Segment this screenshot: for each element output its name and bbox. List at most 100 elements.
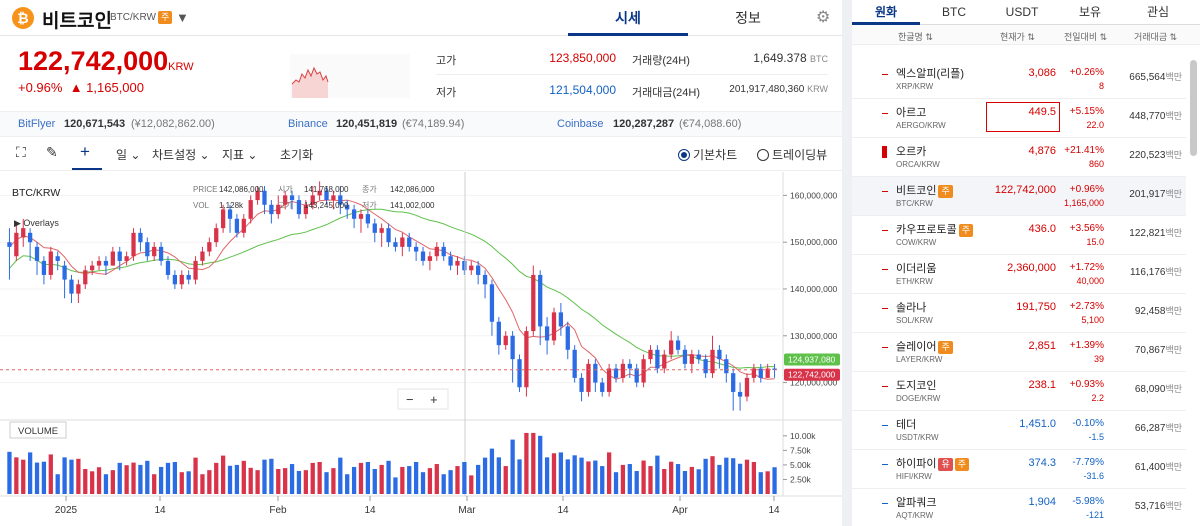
volume-label: VOLUME — [18, 426, 58, 437]
candle-body — [131, 232, 136, 257]
volume-bar — [572, 455, 577, 494]
current-price: 1,451.0 — [1019, 418, 1056, 430]
trend-mark-icon — [882, 308, 888, 309]
gear-icon[interactable]: ⚙ — [816, 9, 831, 26]
candle-body — [393, 242, 398, 247]
coin-name: 슬레이어 주 — [896, 338, 953, 354]
tab-krw[interactable]: 원화 — [852, 0, 920, 25]
volume-bar — [138, 464, 143, 494]
volume-bar — [420, 472, 426, 494]
zoom-out-button[interactable]: − — [406, 392, 414, 407]
trend-mark-icon — [882, 464, 888, 465]
volume-bar — [689, 466, 694, 494]
market-badge: 유 — [938, 458, 953, 471]
volume-bar — [358, 462, 364, 494]
reset-button[interactable]: 초기화 — [280, 148, 314, 162]
scrollbar[interactable] — [1190, 60, 1197, 156]
volume-bar — [179, 472, 184, 494]
market-row[interactable]: 슬레이어 주 LAYER/KRW 2,851 +1.39% 39 70,867백만 — [852, 333, 1186, 372]
col-name-sort[interactable]: 한글명 ⇅ — [898, 32, 933, 42]
pencil-icon[interactable]: ✎ — [46, 144, 58, 160]
market-row[interactable]: 비트코인 주 BTC/KRW 122,742,000 +0.96% 1,165,0… — [852, 177, 1186, 216]
market-row[interactable]: 알파쿼크 AQT/KRW 1,904 -5.98% -121 53,716백만 — [852, 489, 1186, 526]
market-row[interactable]: 이더리움 ETH/KRW 2,360,000 +1.72% 40,000 116… — [852, 255, 1186, 294]
market-row[interactable]: 도지코인 DOGE/KRW 238.1 +0.93% 2.2 68,090백만 — [852, 372, 1186, 411]
chart-settings-dropdown[interactable]: 차트설정 ⌄ — [152, 148, 210, 162]
tradingview-radio[interactable]: 트레이딩뷰 — [757, 146, 827, 163]
market-row[interactable]: 카우프로토콜 주 COW/KRW 436.0 +3.56% 15.0 122,82… — [852, 216, 1186, 255]
trend-mark-icon — [882, 347, 888, 348]
change-amount: -1.5 — [1088, 432, 1104, 442]
amount-value: 201,917,480,360 KRW — [729, 84, 828, 95]
volume-label-box — [9, 421, 67, 439]
crosshair-icon[interactable]: + — [80, 142, 90, 161]
current-price: 238.1 — [1028, 379, 1056, 391]
ohlc-info-info-close-label: 종가 — [362, 185, 377, 194]
fullscreen-icon[interactable]: ⛶ — [16, 144, 26, 160]
candle-body — [186, 274, 191, 280]
volume-bar — [662, 468, 667, 494]
market-row[interactable]: 솔라나 SOL/KRW 191,750 +2.73% 5,100 92,458백… — [852, 294, 1186, 333]
change-percent: +0.26% — [1069, 67, 1104, 78]
volume-bar — [55, 474, 60, 494]
current-price: 2,851 — [1028, 340, 1056, 352]
tab-usdt[interactable]: USDT — [1005, 5, 1039, 19]
candle-body — [462, 260, 467, 271]
chevron-down-icon[interactable]: ▼ — [176, 10, 189, 25]
candle-body — [386, 228, 391, 243]
candle-body — [7, 242, 12, 247]
chart-symbol: BTC/KRW — [12, 187, 60, 199]
tab-btc[interactable]: BTC — [942, 5, 966, 19]
price-flash-box — [986, 102, 1060, 132]
volume-bar — [351, 466, 357, 494]
exchange-name: Coinbase — [557, 118, 604, 130]
tab-holdings[interactable]: 보유 — [1078, 5, 1102, 19]
coin-pair: AERGO/KRW — [896, 121, 946, 130]
candle-body — [117, 251, 122, 261]
zoom-in-button[interactable]: + — [430, 392, 438, 407]
col-change-sort[interactable]: 전일대비 ⇅ — [1064, 32, 1108, 42]
amount-label: 거래대금(24H) — [632, 87, 700, 99]
coin-name[interactable]: 비트코인 — [42, 11, 112, 32]
market-row[interactable]: 엑스알피(리플) XRP/KRW 3,086 +0.26% 8 665,564백… — [852, 60, 1186, 99]
vol-tick-label: 10.00k — [790, 431, 816, 441]
ohlc-info-info-close: 142,086,000 — [390, 185, 435, 194]
col-volume-sort[interactable]: 거래대금 ⇅ — [1134, 32, 1178, 42]
change-percent: +21.41% — [1064, 145, 1104, 156]
price-chart[interactable]: 160,000,000 150,000,000 140,000,000 130,000… — [0, 172, 842, 526]
period-dropdown[interactable]: 일 ⌄ — [116, 148, 141, 162]
volume-bar — [90, 471, 95, 494]
candle-body — [372, 223, 377, 233]
volume-bar — [103, 474, 109, 494]
trade-volume: 116,176백만 — [1130, 267, 1182, 278]
change-percent: +5.15% — [1069, 106, 1104, 117]
market-row[interactable]: 테더 USDT/KRW 1,451.0 -0.10% -1.5 66,287백만 — [852, 411, 1186, 450]
market-row[interactable]: 하이파이 유 주 HIFI/KRW 374.3 -7.79% -31.6 61,40… — [852, 450, 1186, 489]
market-table-header: 한글명 ⇅ 현재가 ⇅ 전일대비 ⇅ 거래대금 ⇅ — [852, 25, 1200, 45]
candle-body — [283, 195, 288, 205]
trend-mark-icon — [882, 113, 888, 114]
change-amount: 8 — [1098, 81, 1104, 91]
indicator-dropdown[interactable]: 지표 ⌄ — [222, 148, 258, 162]
ohlc-info-info-price: 142,086,000 — [219, 185, 264, 194]
candle-body — [441, 246, 446, 257]
volume-bar — [627, 464, 632, 494]
candle-body — [669, 340, 674, 355]
overlays-toggle[interactable]: ▶ Overlays — [14, 218, 59, 228]
candle-body — [448, 256, 453, 266]
ohlc-info-info-low: 141,002,000 — [390, 201, 435, 210]
tab-info[interactable]: 정보 — [735, 10, 761, 26]
volume-bar — [441, 474, 446, 494]
basic-chart-radio[interactable]: 기본차트 — [678, 146, 737, 163]
volume-bar — [413, 462, 419, 494]
volume-bar — [83, 468, 88, 494]
tab-favorites[interactable]: 관심 — [1146, 5, 1170, 19]
market-row[interactable]: 오르카 ORCA/KRW 4,876 +21.41% 860 220,523백만 — [852, 138, 1186, 177]
market-row[interactable]: 아르고 AERGO/KRW 449.5 +5.15% 22.0 448,770백… — [852, 99, 1186, 138]
volume-bar — [289, 464, 295, 494]
coin-name: 아르고 — [896, 107, 927, 119]
tab-market[interactable]: 시세 — [568, 0, 688, 36]
col-price-sort[interactable]: 현재가 ⇅ — [1000, 32, 1035, 42]
volume-bar — [220, 455, 226, 494]
candle-body — [83, 270, 88, 285]
